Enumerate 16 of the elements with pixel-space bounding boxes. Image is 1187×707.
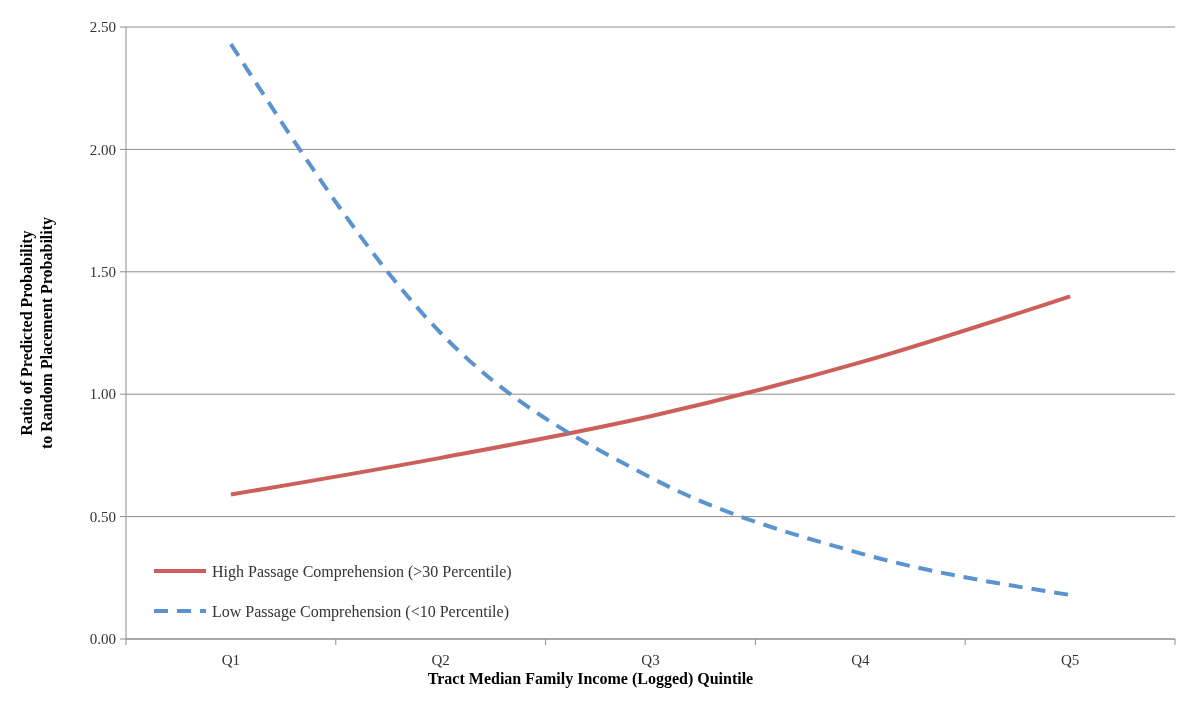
x-tick-label: Q1 (221, 652, 241, 668)
y-axis-title: Ratio of Predicted Probability to Random Placement Probability (18, 216, 56, 450)
x-axis-title: Tract Median Family Income (Logged) Quintile (427, 670, 754, 688)
y-tick-label: 1.00 (89, 386, 116, 403)
y-tick-label: 2.50 (89, 19, 116, 36)
y-tick-label: 0.50 (89, 508, 116, 525)
legend-label: High Passage Comprehension (>30 Percentile) (212, 562, 512, 581)
legend-label: Low Passage Comprehension (<10 Percentile) (212, 602, 509, 621)
y-tick-label: 0.00 (89, 631, 116, 648)
y-tick-label: 2.00 (89, 141, 116, 158)
x-tick-label: Q4 (851, 652, 870, 668)
line-series (228, 294, 1073, 497)
x-tick-label: Q3 (641, 652, 660, 668)
x-tick-label: Q2 (431, 652, 450, 668)
y-tick-label: 1.50 (89, 264, 116, 281)
x-tick-label: Q5 (1060, 652, 1080, 668)
